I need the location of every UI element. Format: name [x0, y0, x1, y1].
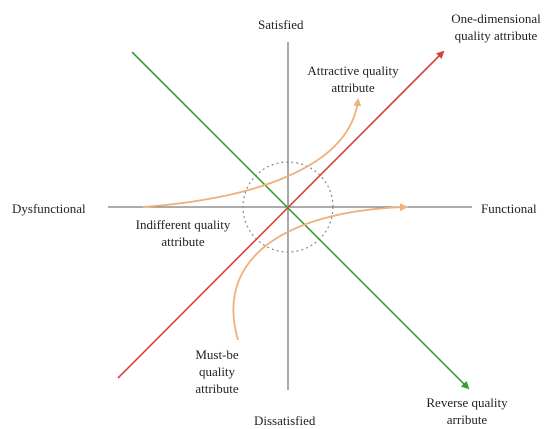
must-be-curve [232, 203, 408, 341]
attractive-label-line-2: attribute [331, 80, 375, 95]
attractive-label: Attractive quality attribute [298, 62, 408, 96]
one-dimensional-line [117, 50, 445, 379]
reverse-label-line-2: arribute [446, 412, 488, 427]
one-dimensional-label-line-1: One-dimensional [451, 11, 541, 26]
attractive-label-line-1: Attractive quality [307, 63, 399, 78]
reverse-line [131, 51, 470, 390]
one-dimensional-label-line-2: quality attribute [454, 28, 538, 43]
axis-label-functional: Functional [481, 201, 537, 216]
one-dimensional-label: One-dimensional quality attribute [440, 10, 552, 44]
axis-label-satisfied: Satisfied [258, 17, 304, 32]
reverse-label: Reverse quality arribute [412, 394, 522, 428]
indifferent-label-line-2: attribute [161, 234, 205, 249]
axis-label-dissatisfied: Dissatisfied [254, 413, 316, 428]
must-be-label-line-2: quality [198, 364, 236, 379]
axis-label-dysfunctional: Dysfunctional [12, 201, 86, 216]
must-be-label: Must-be quality attribute [182, 346, 252, 397]
indifference-zone-circle [242, 161, 334, 253]
indifferent-label-line-1: Indifferent quality [135, 217, 231, 232]
indifferent-label: Indifferent quality attribute [122, 216, 244, 250]
must-be-label-line-3: attribute [195, 381, 239, 396]
must-be-label-line-1: Must-be [195, 347, 239, 362]
attractive-curve [142, 98, 362, 208]
reverse-label-line-1: Reverse quality [426, 395, 508, 410]
